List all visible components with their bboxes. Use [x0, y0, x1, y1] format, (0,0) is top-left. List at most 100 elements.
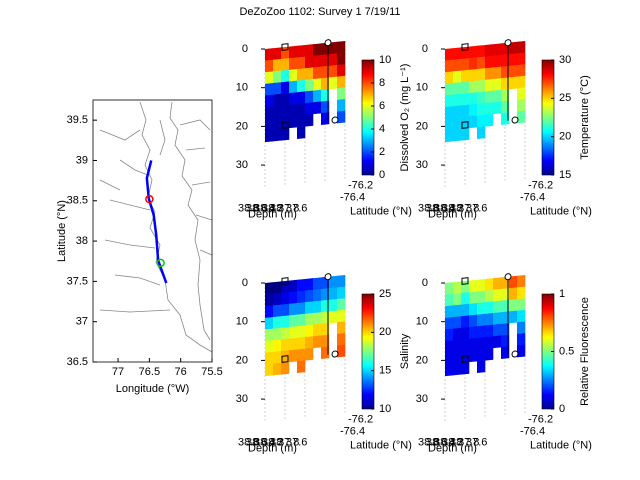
cell	[445, 106, 454, 119]
cell	[485, 347, 494, 361]
cell	[469, 68, 478, 82]
x-tick-label: 38	[270, 203, 282, 215]
cell	[477, 302, 486, 315]
colorbar-tick-label: 15	[379, 365, 391, 377]
cell	[281, 69, 290, 83]
end-marker	[504, 273, 512, 281]
cell	[305, 336, 314, 349]
cell	[469, 291, 478, 305]
cell	[501, 299, 510, 313]
cell	[501, 334, 510, 348]
cell	[485, 336, 494, 349]
cell	[305, 289, 314, 303]
cell	[297, 302, 306, 315]
x-tick-label: 37.6	[286, 437, 307, 449]
cell	[273, 117, 282, 130]
station-marker	[156, 258, 165, 268]
y-tick-label: 39.5	[67, 114, 88, 126]
cell	[313, 312, 322, 325]
colorbar-tick-label: 15	[559, 169, 571, 181]
cell	[321, 299, 330, 313]
cell	[469, 326, 478, 339]
cell	[517, 99, 526, 112]
colorbar-tick-label: 10	[379, 403, 391, 415]
cell	[289, 80, 298, 94]
cell	[313, 54, 322, 68]
cell	[337, 75, 346, 89]
cell	[445, 82, 454, 96]
x-tick-label: 38.4	[254, 437, 275, 449]
y-axis-label: Latitude (°N)	[530, 206, 592, 218]
cell	[321, 311, 330, 325]
cell	[337, 298, 346, 311]
colorbar-tick-label: 20	[379, 326, 391, 338]
z-tick-label: 10	[236, 316, 248, 328]
cell	[501, 65, 510, 79]
cell	[517, 87, 526, 101]
cell	[461, 315, 470, 329]
colorbar-tick-label: 0.5	[559, 345, 574, 357]
cell	[477, 290, 486, 304]
cell	[477, 44, 486, 58]
cell	[469, 80, 478, 94]
cell	[493, 66, 502, 80]
cell	[305, 301, 314, 315]
cell	[501, 346, 510, 359]
cell	[281, 93, 290, 106]
cell	[517, 52, 526, 66]
x-tick-label: 77	[112, 366, 124, 378]
cell	[453, 304, 462, 318]
cell	[477, 348, 486, 362]
y-tick-label: -76.4	[520, 426, 545, 438]
cell	[469, 115, 478, 129]
cell	[281, 104, 290, 118]
x-tick-label: 38.6	[426, 437, 447, 449]
cell	[477, 79, 486, 93]
cell	[493, 323, 502, 337]
colorbar	[361, 293, 375, 410]
y-axis-label: Latitude (°N)	[350, 440, 412, 452]
z-tick-label: 30	[416, 393, 428, 405]
cell	[273, 304, 282, 318]
z-tick-label: 0	[242, 43, 248, 55]
cell	[517, 110, 526, 124]
cell	[281, 303, 290, 317]
colorbar-tick-label: 4	[379, 123, 385, 135]
cell	[453, 281, 462, 295]
cell	[265, 129, 274, 143]
cell	[265, 351, 274, 365]
cell	[461, 350, 470, 363]
cell	[297, 278, 306, 292]
cell	[305, 113, 314, 127]
cell	[485, 278, 494, 291]
z-tick-label: 10	[416, 82, 428, 94]
cell	[469, 45, 478, 59]
cell	[469, 349, 478, 363]
cell	[265, 106, 274, 119]
cell	[517, 75, 526, 89]
cell	[445, 328, 454, 342]
station-marker	[145, 194, 154, 204]
curtain	[264, 39, 346, 187]
z-tick-label: 0	[422, 277, 428, 289]
x-tick-label: 38.8	[418, 437, 439, 449]
x-tick-label: 37.8	[278, 437, 299, 449]
cell	[313, 66, 322, 80]
start-marker	[461, 355, 469, 363]
cell	[313, 323, 322, 337]
cell	[321, 100, 330, 114]
cell	[461, 127, 470, 141]
x-tick-label: 38.6	[426, 203, 447, 215]
x-axis-label: Longitude (°W)	[116, 383, 190, 395]
colorbar-tick-label: 0	[379, 169, 385, 181]
colorbar	[361, 59, 375, 176]
cell	[313, 89, 322, 103]
colorbar-label: Temperature (°C)	[579, 75, 591, 159]
cell	[469, 337, 478, 351]
cell	[477, 56, 486, 70]
cell	[273, 128, 282, 142]
x-tick-label: 38.8	[238, 437, 259, 449]
cell	[477, 103, 486, 116]
x-tick-label: 38.6	[246, 203, 267, 215]
cell	[281, 350, 290, 363]
